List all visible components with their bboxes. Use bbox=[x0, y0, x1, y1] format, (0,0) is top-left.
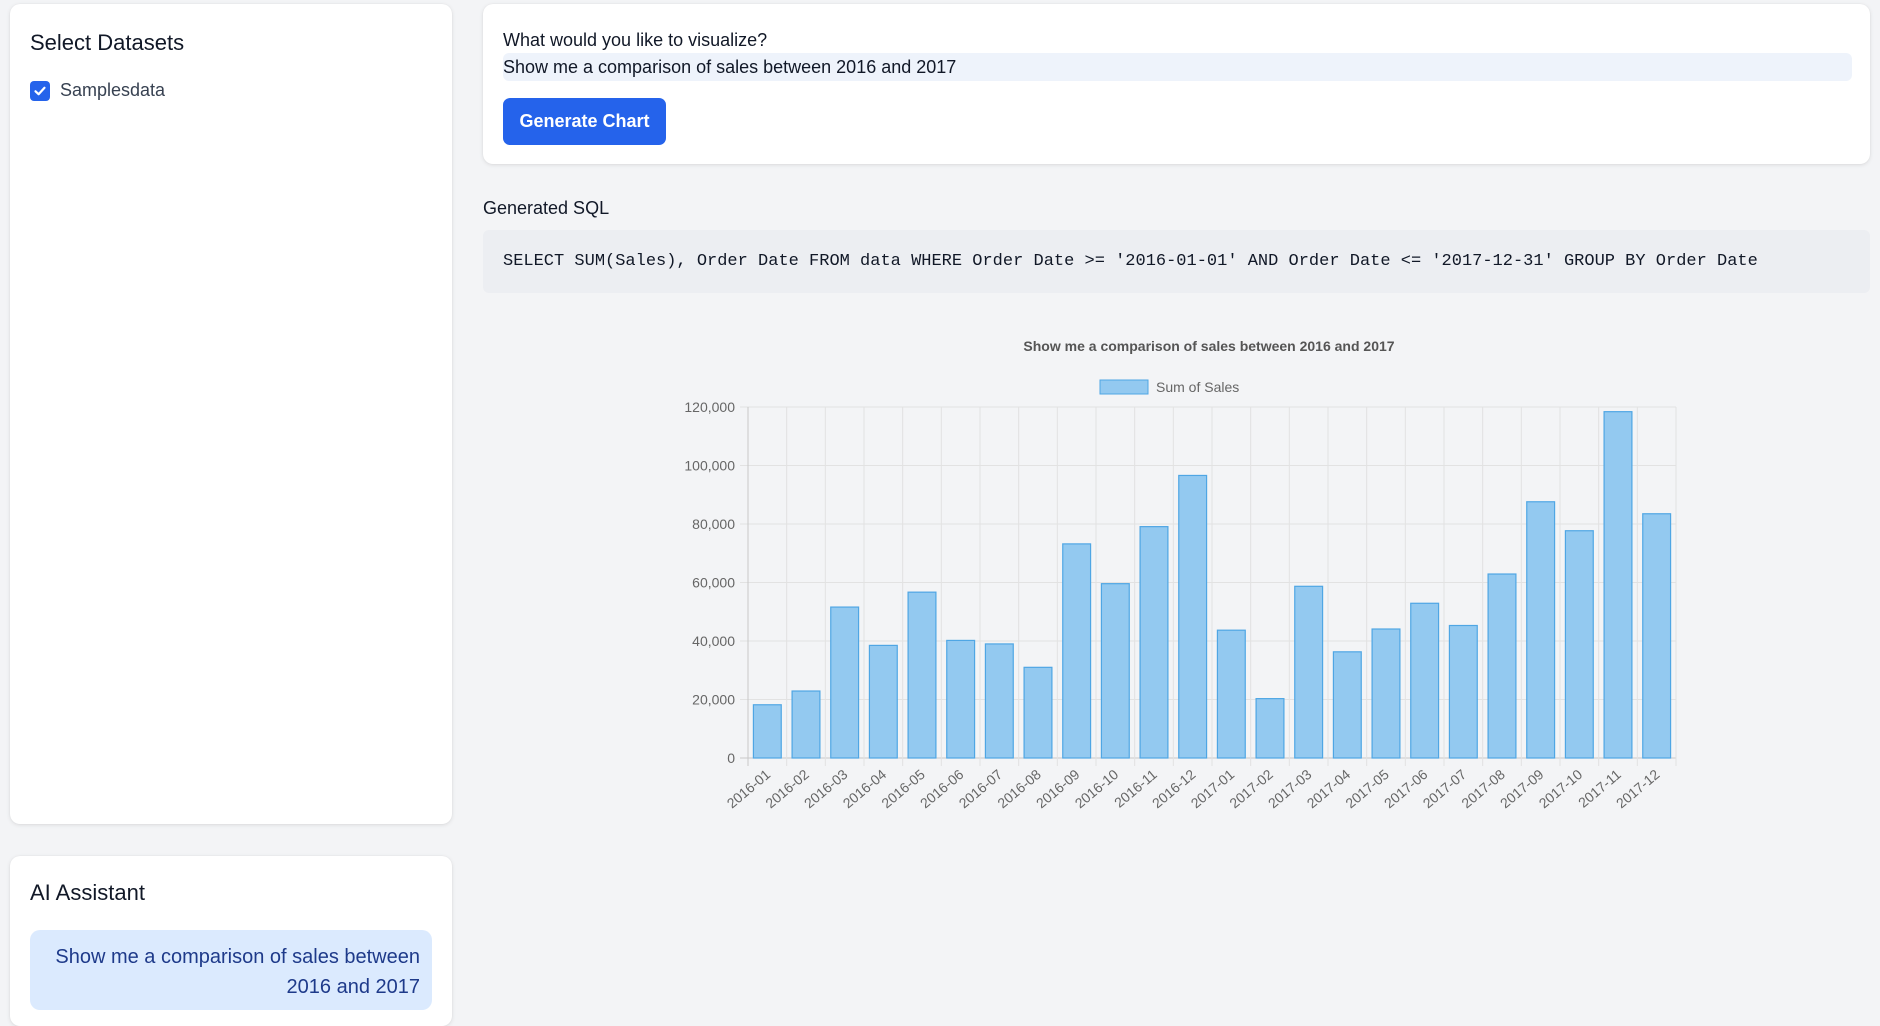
bar bbox=[752, 704, 782, 759]
bar bbox=[1332, 651, 1362, 759]
bar bbox=[1371, 628, 1401, 759]
ai-assistant-panel: AI Assistant Show me a comparison of sal… bbox=[10, 856, 452, 1026]
x-tick-label: 2017-12 bbox=[1613, 766, 1663, 811]
bar bbox=[868, 644, 898, 759]
assistant-title: AI Assistant bbox=[30, 880, 145, 905]
bar bbox=[1062, 543, 1092, 759]
bar bbox=[1526, 501, 1556, 759]
user-message: Show me a comparison of sales between 20… bbox=[30, 930, 432, 1010]
bar bbox=[1448, 624, 1478, 759]
chart-title: Show me a comparison of sales between 20… bbox=[1023, 338, 1394, 354]
bar bbox=[1023, 666, 1053, 759]
bar-chart: Show me a comparison of sales between 20… bbox=[640, 325, 1700, 835]
prompt-label: What would you like to visualize? bbox=[503, 30, 768, 50]
bar bbox=[1255, 698, 1285, 759]
prompt-input[interactable] bbox=[503, 53, 1852, 81]
generate-chart-button[interactable]: Generate Chart bbox=[503, 98, 666, 145]
bar bbox=[1410, 602, 1440, 759]
bar bbox=[830, 606, 860, 759]
dataset-option-samplesdata[interactable]: Samplesdata bbox=[30, 80, 165, 101]
bar bbox=[1100, 583, 1130, 759]
bar bbox=[1294, 585, 1324, 759]
bar bbox=[907, 591, 937, 759]
sql-code-block: SELECT SUM(Sales), Order Date FROM data … bbox=[483, 230, 1870, 293]
bar bbox=[1603, 411, 1633, 759]
y-tick-label: 60,000 bbox=[692, 575, 735, 591]
bar bbox=[1564, 530, 1594, 759]
legend-swatch bbox=[1099, 379, 1149, 395]
checkmark-icon bbox=[34, 86, 46, 95]
bar bbox=[791, 690, 821, 759]
bar bbox=[984, 643, 1014, 759]
bar bbox=[1139, 526, 1169, 759]
sql-title: Generated SQL bbox=[483, 198, 610, 218]
y-tick-label: 20,000 bbox=[692, 692, 735, 708]
y-tick-label: 100,000 bbox=[684, 458, 735, 474]
y-tick-label: 40,000 bbox=[692, 633, 735, 649]
legend-label: Sum of Sales bbox=[1156, 379, 1239, 395]
prompt-panel: What would you like to visualize? Genera… bbox=[483, 4, 1870, 164]
dataset-checkbox[interactable] bbox=[30, 80, 50, 101]
datasets-panel: Select Datasets Samplesdata bbox=[10, 4, 452, 824]
chart-svg: Show me a comparison of sales between 20… bbox=[684, 338, 1677, 811]
y-tick-label: 0 bbox=[727, 750, 735, 766]
x-tick-label: 2016-10 bbox=[1072, 766, 1122, 811]
y-tick-label: 80,000 bbox=[692, 516, 735, 532]
dataset-label: Samplesdata bbox=[60, 80, 166, 100]
bar bbox=[1216, 629, 1246, 759]
bar bbox=[1487, 573, 1517, 759]
bar bbox=[946, 639, 976, 759]
bar bbox=[1642, 513, 1672, 759]
x-tick-label: 2017-10 bbox=[1536, 766, 1586, 811]
y-tick-label: 120,000 bbox=[684, 399, 735, 415]
datasets-title: Select Datasets bbox=[30, 30, 185, 55]
bar bbox=[1178, 474, 1208, 759]
